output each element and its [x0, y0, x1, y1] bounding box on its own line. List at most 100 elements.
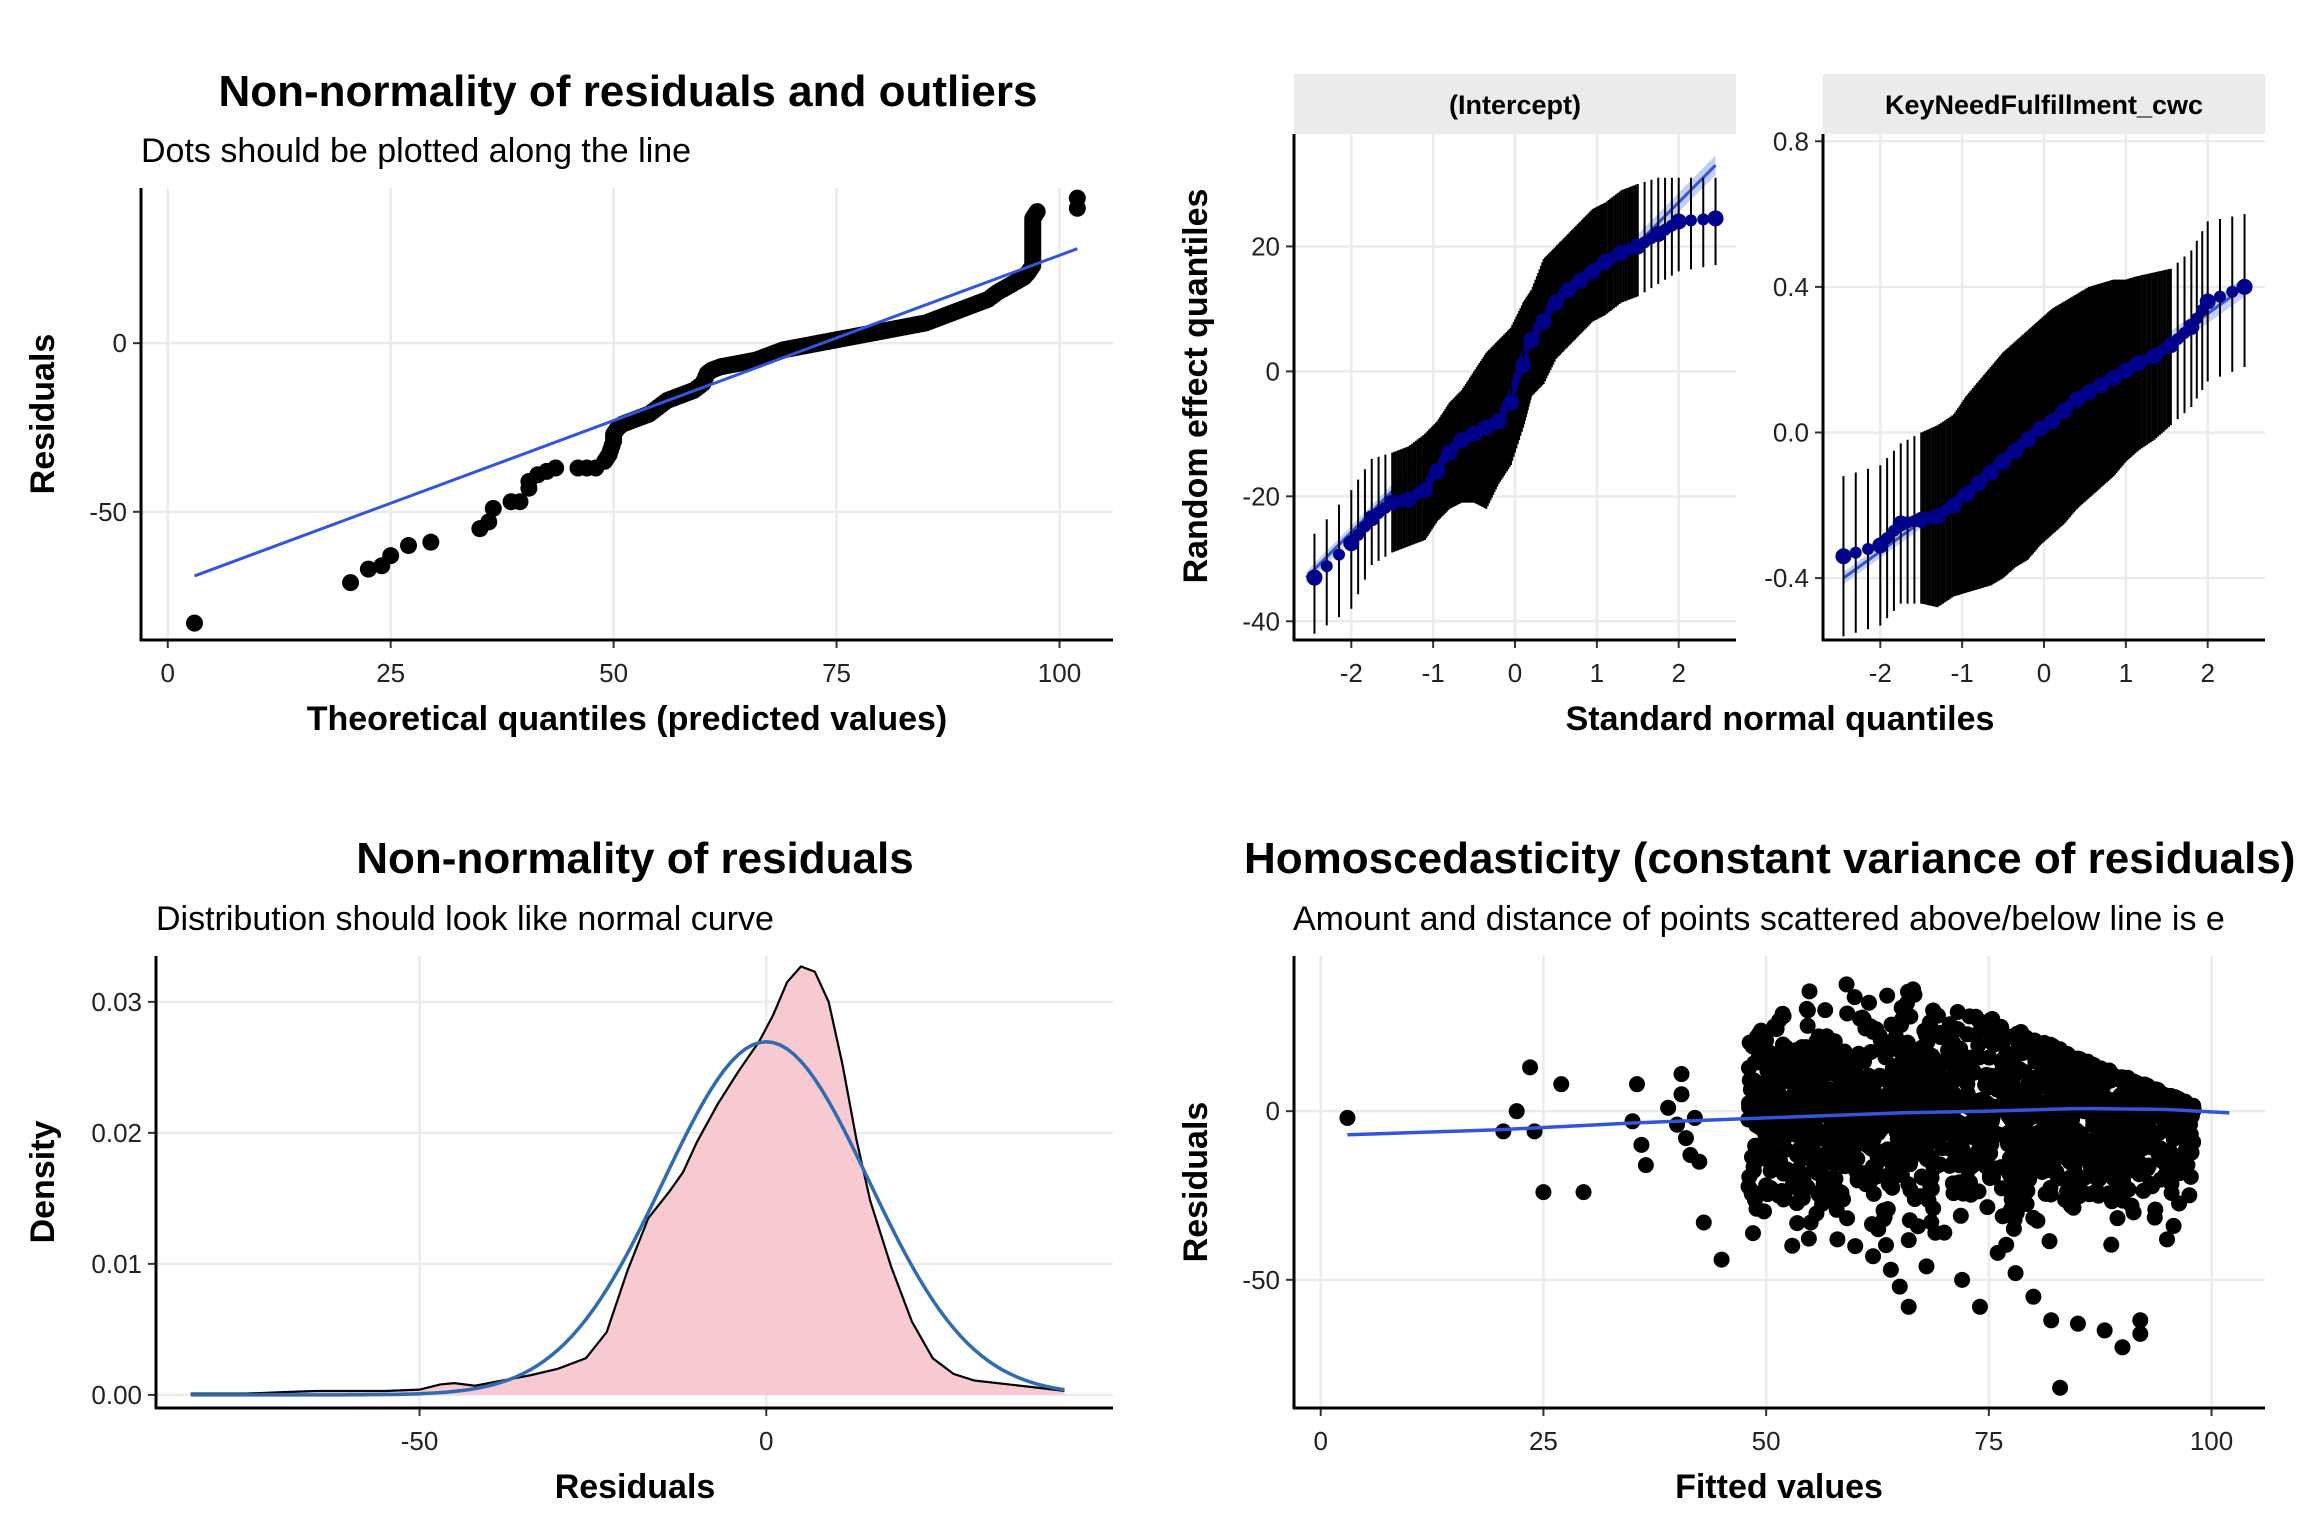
homo-point [2114, 1086, 2131, 1103]
homo-point [1801, 983, 1818, 1000]
homo-point [1745, 1159, 1762, 1176]
homo-point [1757, 1107, 1774, 1124]
homo-point [2116, 1155, 2133, 1172]
homo-point [2096, 1162, 2113, 1179]
homo-point [1796, 1049, 1813, 1066]
homo-point [2167, 1116, 2184, 1133]
homo-point [1960, 1115, 1977, 1132]
homo-point [1575, 1184, 1592, 1201]
homo-point [1879, 987, 1896, 1004]
homo-point [1855, 1010, 1872, 1027]
homo-point [2018, 1195, 2035, 1212]
homo-point [1981, 1049, 1998, 1066]
re-intercept-point [1466, 425, 1483, 442]
re-intercept-point [1502, 394, 1519, 411]
homo-point [1784, 1119, 1801, 1136]
homo-point [1839, 1005, 1856, 1022]
qq-marks [186, 189, 1086, 632]
homo-point [1742, 1081, 1759, 1098]
homo-point [1686, 1109, 1703, 1126]
re-y-label: Random effect quantiles [1177, 189, 1215, 584]
homo-point [1637, 1157, 1654, 1174]
homo-point [1978, 1066, 1995, 1083]
qq-point [484, 499, 502, 517]
homo-point [2041, 1153, 2058, 1170]
homo-point [2133, 1087, 2150, 1104]
homo-point [1901, 1156, 1918, 1173]
re-intercept-ticks: -2 -1 0 1 2 -40 -20 0 20 [1242, 231, 1686, 688]
re-intercept-point [1416, 482, 1433, 499]
strip-keyneed-label: KeyNeedFulfillment_cwc [1885, 90, 2203, 120]
homo-point [1860, 1067, 1877, 1084]
homo-point [1862, 1043, 1879, 1060]
homo-point [2076, 1169, 2093, 1186]
homo-point [1870, 1221, 1887, 1238]
homo-point [2147, 1201, 2164, 1218]
qq-y-tick-label: 0 [113, 328, 127, 358]
homo-point [1893, 1012, 1910, 1029]
homo-point [2043, 1312, 2060, 1329]
homo-point [2075, 1055, 2092, 1072]
homo-point [1951, 1152, 1968, 1169]
homo-point [1812, 1083, 1829, 1100]
re-intercept-point [1363, 510, 1380, 527]
homo-point [1959, 1026, 1976, 1043]
re-keyneed-y-tick-label: 0.0 [1773, 418, 1809, 448]
homo-point [2096, 1322, 2113, 1339]
re-keyneed-point [2031, 420, 2048, 437]
homo-point [2181, 1187, 2198, 1204]
homo-point [1775, 1191, 1792, 1208]
re-keyneed-point [2162, 337, 2179, 354]
homo-point [1526, 1123, 1543, 1140]
qq-reference-line [193, 247, 1078, 578]
re-keyneed-point [2236, 278, 2253, 295]
re-keyneed-point [2044, 413, 2061, 430]
qq-point [186, 614, 204, 632]
homo-point [1921, 1014, 1938, 1031]
homo-point [1998, 1074, 2015, 1091]
strip-intercept [1294, 74, 1736, 134]
re-keyneed-point [2105, 369, 2122, 386]
re-intercept-y-tick-label: 0 [1266, 356, 1280, 386]
qq-point [342, 574, 360, 592]
homo-point [2159, 1231, 2176, 1248]
homo-point [2151, 1140, 2168, 1157]
homo-point [1850, 1046, 1867, 1063]
homo-point [1799, 1002, 1816, 1019]
re-intercept-point [1650, 225, 1667, 242]
homo-point [1673, 1066, 1690, 1083]
qq-title: Non-normality of residuals and outliers [218, 67, 1037, 116]
re-intercept-marks [1305, 155, 1724, 634]
homo-point [2055, 1142, 2072, 1159]
qq-point [422, 533, 440, 551]
re-intercept-y-tick-label: 20 [1251, 231, 1280, 261]
homo-point [1817, 1002, 1834, 1019]
qq-point [1027, 205, 1045, 223]
homo-point [1913, 1101, 1930, 1118]
homo-point [1906, 986, 1923, 1003]
homo-point [1846, 989, 1863, 1006]
homo-point [1775, 1052, 1792, 1069]
homo-point [1891, 1278, 1908, 1295]
density-x-tick-label: 0 [759, 1426, 773, 1456]
homo-point [2163, 1185, 2180, 1202]
homo-point [2066, 1157, 2083, 1174]
re-keyneed-point [2226, 285, 2239, 298]
qq-point [382, 547, 400, 565]
homo-point [2052, 1379, 2069, 1396]
homo-point [1996, 1050, 2013, 1067]
homo-x-tick-label: 0 [1313, 1426, 1327, 1456]
re-keyneed-point [1849, 546, 1862, 559]
homo-point [2093, 1148, 2110, 1165]
re-keyneed-point [1995, 453, 2012, 470]
homo-point [1950, 1070, 1967, 1087]
homo-point [1993, 1159, 2010, 1176]
re-intercept-point [1629, 238, 1646, 255]
re-keyneed-y-tick-label: 0.4 [1773, 272, 1809, 302]
homo-point [1740, 1059, 1757, 1076]
re-intercept-point [1560, 282, 1577, 299]
strip-intercept-label: (Intercept) [1449, 90, 1581, 120]
homo-title: Homoscedasticity (constant variance of r… [1244, 834, 2295, 883]
qq-x-tick-label: 0 [161, 658, 175, 688]
homo-point [2096, 1076, 2113, 1093]
